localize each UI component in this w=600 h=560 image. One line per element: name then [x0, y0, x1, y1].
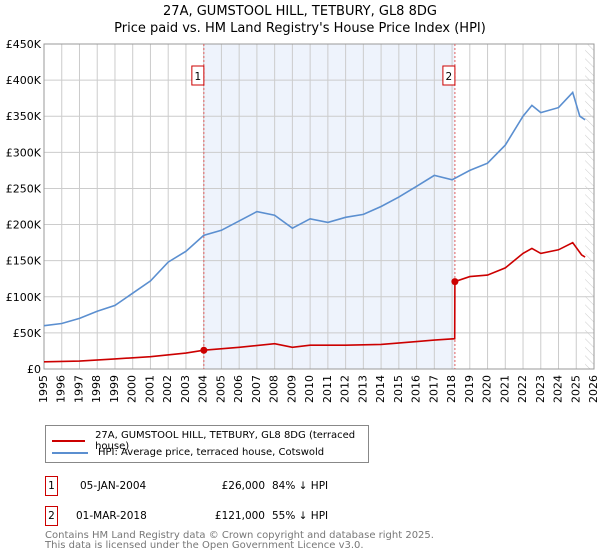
transaction-badge: 1	[45, 476, 58, 496]
x-tick-label: 1996	[55, 375, 68, 403]
x-tick-label: 2026	[587, 375, 600, 403]
x-tick-label: 1997	[72, 375, 85, 403]
x-tick-label: 2015	[392, 375, 405, 403]
footer-licence: This data is licensed under the Open Gov…	[45, 540, 364, 551]
legend-label: 27A, GUMSTOOL HILL, TETBURY, GL8 8DG (te…	[95, 430, 356, 452]
x-tick-label: 2008	[268, 375, 281, 403]
x-tick-label: 2005	[214, 375, 227, 403]
y-tick-label: £400K	[6, 74, 42, 87]
transaction-row: 1 05-JAN-2004 £26,000 84% ↓ HPI	[45, 476, 545, 498]
x-tick-label: 2018	[445, 375, 458, 403]
transaction-date: 05-JAN-2004	[80, 480, 147, 492]
plot-frame	[43, 43, 595, 370]
y-tick-label: £450K	[6, 38, 42, 51]
y-tick-label: £150K	[6, 255, 42, 268]
x-tick-label: 1995	[37, 375, 50, 403]
transaction-date: 01-MAR-2018	[76, 510, 147, 522]
transaction-hpi: 84% ↓ HPI	[272, 480, 329, 492]
x-tick-label: 2001	[143, 375, 156, 403]
x-tick-label: 2000	[126, 375, 139, 403]
sale-label: 2	[446, 71, 453, 83]
x-tick-label: 2019	[463, 375, 476, 403]
x-tick-label: 2012	[339, 375, 352, 403]
x-tick-label: 1998	[90, 375, 103, 403]
x-tick-label: 2025	[569, 375, 582, 403]
transaction-badge: 2	[45, 506, 58, 526]
legend-swatch-blue	[52, 451, 88, 454]
x-tick-label: 2010	[303, 375, 316, 403]
transaction-price: £121,000	[214, 510, 265, 522]
x-tick-label: 2016	[410, 375, 423, 403]
chart-subtitle: Price paid vs. HM Land Registry's House …	[114, 21, 486, 36]
legend-label: HPI: Average price, terraced house, Cots…	[98, 447, 325, 458]
x-tick-label: 2024	[552, 375, 565, 403]
chart-title: 27A, GUMSTOOL HILL, TETBURY, GL8 8DG	[163, 4, 437, 19]
sale-period-shading	[203, 44, 455, 369]
transaction-hpi: 55% ↓ HPI	[272, 510, 329, 522]
y-tick-label: £0	[27, 363, 41, 376]
x-tick-label: 2006	[232, 375, 245, 403]
x-tick-label: 2009	[285, 375, 298, 403]
series-line	[43, 90, 586, 327]
series-line	[43, 241, 586, 363]
sale-point	[200, 346, 208, 354]
x-tick-label: 2021	[498, 375, 511, 403]
y-tick-label: £350K	[6, 110, 42, 123]
x-tick-label: 2004	[197, 375, 210, 403]
x-tick-label: 2014	[374, 375, 387, 403]
footer: Contains HM Land Registry data © Crown c…	[45, 531, 434, 551]
x-tick-label: 2022	[516, 375, 529, 403]
legend-item-property: 27A, GUMSTOOL HILL, TETBURY, GL8 8DG (te…	[52, 430, 368, 452]
legend: 27A, GUMSTOOL HILL, TETBURY, GL8 8DG (te…	[45, 425, 369, 463]
y-tick-label: £250K	[6, 182, 42, 195]
sale-label-box	[191, 65, 205, 86]
x-tick-label: 2007	[250, 375, 263, 403]
footer-copyright: Contains HM Land Registry data © Crown c…	[45, 530, 434, 541]
y-tick-label: £50K	[13, 327, 42, 340]
future-hatch	[585, 44, 594, 369]
y-tick-label: £100K	[6, 291, 42, 304]
sale-label-box	[442, 65, 456, 86]
x-tick-label: 2003	[179, 375, 192, 403]
price-chart: 1995 1996 1997 1998 1999 2000 2001 2002 2003 2004…	[6, 38, 600, 403]
sale-label: 1	[195, 71, 202, 83]
legend-swatch-red	[52, 440, 86, 442]
transaction-price: £26,000	[221, 480, 265, 492]
x-tick-label: 2011	[321, 375, 334, 403]
y-tick-label: £200K	[6, 219, 42, 232]
x-tick-label: 2023	[534, 375, 547, 403]
x-tick-label: 2013	[356, 375, 369, 403]
legend-item-hpi: HPI: Average price, terraced house, Cots…	[52, 447, 324, 458]
transaction-row: 2 01-MAR-2018 £121,000 55% ↓ HPI	[45, 506, 545, 528]
x-tick-label: 2017	[427, 375, 440, 403]
x-tick-label: 2020	[481, 375, 494, 403]
x-tick-label: 2002	[161, 375, 174, 403]
sale-point	[451, 278, 459, 286]
y-tick-label: £300K	[6, 146, 42, 159]
x-tick-label: 1999	[108, 375, 121, 403]
